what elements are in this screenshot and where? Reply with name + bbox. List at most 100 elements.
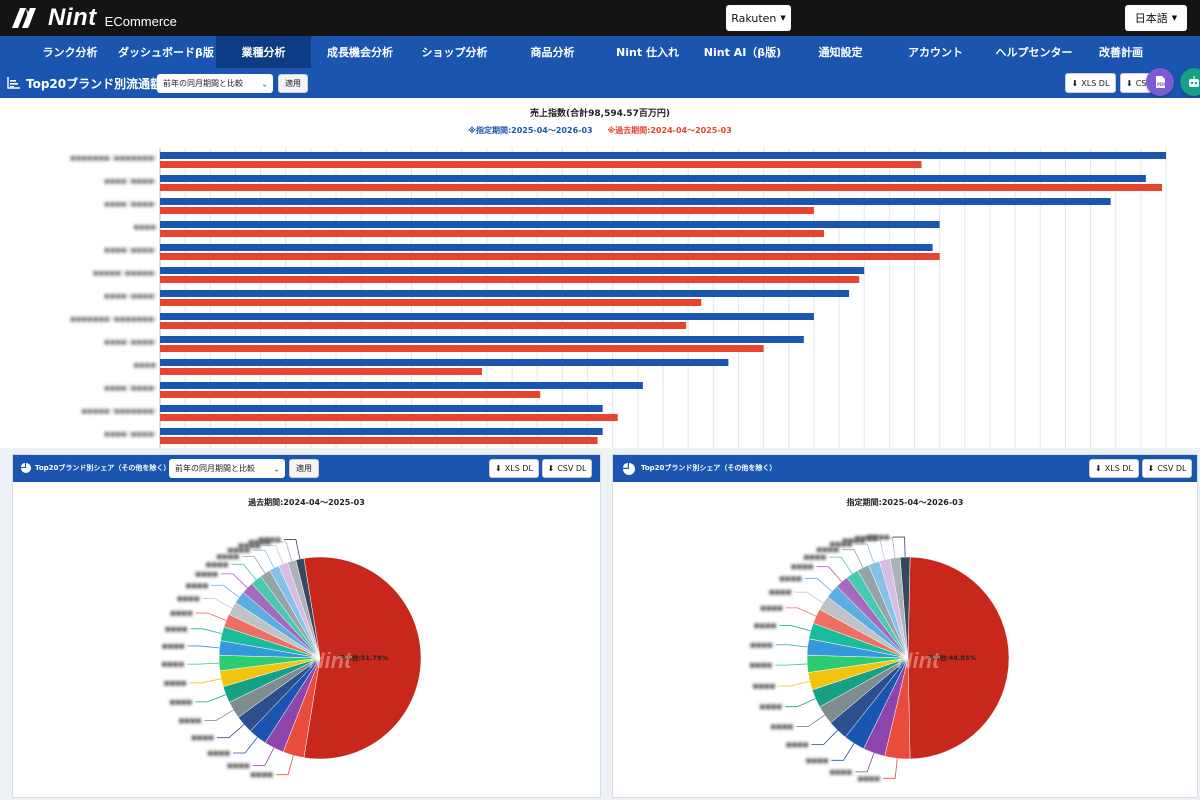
pie-leader-line (253, 549, 275, 569)
bar-chart: ■■■■■■■ (■■■■■■■) ■■■■ (■■■■) ■■■■ (■■■■) ■… (70, 148, 1167, 448)
nav-item-improvement[interactable]: 改善計画 (1099, 46, 1143, 59)
main-nav: ランク分析 ダッシュボードβ版 業種分析 成長機会分析 ショップ分析 商品分析 … (0, 36, 1200, 68)
legend-current-period[interactable]: ※指定期間:2025-04～2026-03 (468, 126, 593, 135)
bar-current-period[interactable] (160, 428, 603, 435)
nav-item-help[interactable]: ヘルプセンター (995, 46, 1073, 59)
pie-leader-line (842, 549, 864, 568)
pie-leader-line (187, 645, 220, 649)
mall-selector-label: Rakuten (731, 11, 777, 25)
xls-download-button[interactable]: ⬇ XLS DL (1065, 73, 1116, 93)
pie-slice-label: ■■■■ (867, 534, 890, 541)
pie-slice-label: ■■■■ (179, 717, 202, 724)
current-share-header: Top20ブランド別シェア（その他を除く） ⬇ XLS DL ⬇ CSV DL (613, 455, 1197, 482)
main-panel-header: Top20ブランド別流通額 前年の同月期間と比較 ⌄ 適用 ⬇ XLS DL ⬇ C… (0, 68, 1200, 98)
bar-past-period[interactable] (160, 207, 814, 214)
nav-item-ai[interactable]: Nint AI（β版) (703, 46, 782, 59)
bar-past-period[interactable] (160, 276, 860, 283)
bar-current-period[interactable] (160, 359, 729, 366)
pie-leader-line (195, 612, 227, 621)
bar-past-period[interactable] (160, 161, 922, 168)
pie-slice-label: ■■■■ (806, 757, 829, 764)
bar-current-period[interactable] (160, 175, 1146, 182)
pie-leader-line (252, 747, 275, 767)
nav-item-product[interactable]: 商品分析 (530, 46, 575, 59)
compare-period-select[interactable]: 前年の同月期間と比較 ⌄ (157, 74, 273, 93)
bar-current-period[interactable] (160, 336, 804, 343)
bar-past-period[interactable] (160, 437, 598, 444)
bar-past-period[interactable] (160, 230, 824, 237)
ai-assistant-button[interactable] (1180, 68, 1200, 96)
pie-slice-label: ■■■■ (857, 775, 880, 782)
current-xls-download-button[interactable]: ⬇ XLS DL (1089, 459, 1139, 478)
pdf-export-button[interactable]: PDF (1146, 68, 1174, 96)
pie-leader-line (190, 628, 223, 635)
bar-past-period[interactable] (160, 184, 1162, 191)
bar-category-label: ■■■■■■■ (■■■■■■■) (70, 155, 156, 162)
bar-current-period[interactable] (160, 267, 865, 274)
bar-current-period[interactable] (160, 313, 814, 320)
language-selector[interactable]: 日本語 ▼ (1125, 5, 1187, 31)
pie-leader-line (778, 680, 810, 687)
logo[interactable]: Nint ECommerce (10, 4, 177, 32)
pie-leader-line (794, 591, 824, 604)
current-pie-title: 指定期間:2025-04～2026-03 (846, 498, 964, 507)
pie-slice-label: ■■■■ (195, 571, 218, 578)
current-csv-download-button[interactable]: ⬇ CSV DL (1142, 459, 1192, 478)
nav-item-notification[interactable]: 通知設定 (818, 46, 863, 59)
pie-leader-line (775, 644, 808, 648)
bar-current-period[interactable] (160, 221, 940, 228)
pie-slice-other[interactable] (907, 556, 1010, 760)
nav-item-industry[interactable]: 業種分析 (216, 36, 311, 68)
bar-past-period[interactable] (160, 391, 541, 398)
pie-slice-label: ■■■■ (750, 662, 773, 669)
chevron-down-icon: ⌄ (261, 79, 268, 88)
nav-item-shop[interactable]: ショップ分析 (421, 46, 488, 59)
bar-past-period[interactable] (160, 322, 687, 329)
nav-item-growth[interactable]: 成長機会分析 (327, 46, 393, 59)
pie-leader-line (216, 724, 245, 739)
pie-other-label: その他:51.79% (339, 653, 389, 662)
bar-current-period[interactable] (160, 152, 1166, 159)
apply-button[interactable]: 適用 (278, 74, 308, 93)
download-icon: ⬇ (1126, 78, 1133, 88)
current-share-panel: Top20ブランド別シェア（その他を除く） ⬇ XLS DL ⬇ CSV DL 指定… (612, 454, 1198, 798)
mall-selector[interactable]: Rakuten ▼ (726, 5, 791, 31)
pie-slice-label: ■■■■ (186, 582, 209, 589)
nav-item-account[interactable]: アカウント (908, 46, 963, 59)
pie-slice-label: ■■■■ (250, 772, 273, 779)
bar-current-period[interactable] (160, 382, 643, 389)
past-xls-download-button[interactable]: ⬇ XLS DL (489, 459, 539, 478)
bar-current-period[interactable] (160, 198, 1111, 205)
pie-leader-line (274, 541, 293, 562)
bar-past-period[interactable] (160, 414, 618, 421)
pie-leader-line (829, 556, 853, 575)
pie-leader-line (796, 714, 825, 727)
bar-current-period[interactable] (160, 290, 850, 297)
bar-past-period[interactable] (160, 345, 764, 352)
past-xls-label: XLS DL (504, 464, 533, 473)
pie-slice-label: ■■■■ (750, 642, 773, 649)
bar-past-period[interactable] (160, 368, 482, 375)
nav-item-purchase[interactable]: Nint 仕入れ (616, 46, 679, 59)
nav-item-dashboard[interactable]: ダッシュボードβ版 (118, 46, 214, 59)
csv-download-label: CSV DL (1135, 78, 1152, 88)
pie-slice-label: ■■■■ (165, 626, 188, 633)
bar-current-period[interactable] (160, 405, 603, 412)
pie-slice-label: ■■■■ (779, 575, 802, 582)
bar-category-label: ■■■■■ (■■■■■■■) (81, 408, 156, 415)
legend-past-period[interactable]: ※過去期間:2024-04～2025-03 (607, 126, 732, 135)
share-apply-button[interactable]: 適用 (289, 459, 319, 478)
pie-leader-line (263, 544, 284, 565)
share-compare-select[interactable]: 前年の同月期間と比較 ⌄ (169, 459, 285, 478)
pie-slice-label: ■■■■ (248, 539, 271, 546)
bar-past-period[interactable] (160, 299, 702, 306)
pie-leader-line (187, 662, 220, 665)
pdf-icon: PDF (1156, 76, 1165, 88)
current-share-title: Top20ブランド別シェア（その他を除く） (641, 464, 777, 472)
pie-leader-line (211, 584, 240, 598)
bar-past-period[interactable] (160, 253, 940, 260)
bar-current-period[interactable] (160, 244, 933, 251)
nav-item-rank[interactable]: ランク分析 (42, 46, 98, 59)
past-csv-download-button[interactable]: ⬇ CSV DL (542, 459, 592, 478)
pie-leader-line (855, 752, 875, 773)
